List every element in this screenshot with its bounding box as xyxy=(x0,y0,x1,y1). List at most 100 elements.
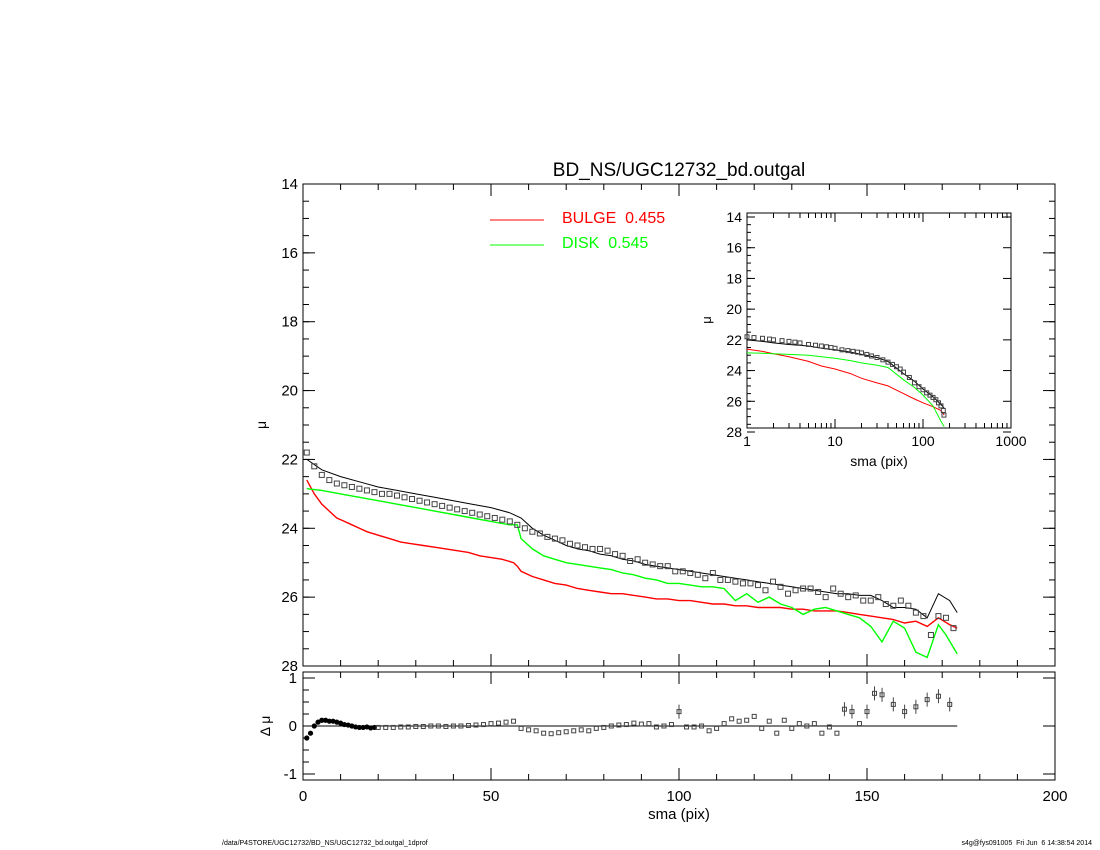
inset-y-tick-label: 22 xyxy=(726,332,742,348)
inset-data-point xyxy=(858,350,864,356)
residual-point xyxy=(435,723,441,729)
inset-data-point xyxy=(933,397,939,403)
inset-line-model xyxy=(746,339,945,409)
inset-data-point xyxy=(812,342,818,348)
inset-background xyxy=(747,213,1011,428)
residual-point xyxy=(924,697,930,703)
main-y-tick-label: 26 xyxy=(281,589,298,606)
residual-point xyxy=(631,720,637,726)
residual-point xyxy=(849,709,855,715)
residual-x-label: sma (pix) xyxy=(648,806,710,823)
residual-point xyxy=(653,724,659,730)
residual-point xyxy=(518,725,524,731)
residual-point xyxy=(781,717,787,723)
inset-data-point xyxy=(818,343,824,349)
main-y-tick-label: 16 xyxy=(281,245,298,262)
inset-line-bulge xyxy=(746,348,945,416)
main-y-tick-label: 22 xyxy=(281,451,298,468)
residual-point xyxy=(326,718,332,724)
main-data-point xyxy=(822,594,829,601)
main-y-tick-label: 28 xyxy=(281,658,298,675)
residual-point xyxy=(646,721,652,727)
inset-y-tick-label: 14 xyxy=(726,209,742,225)
main-data-point xyxy=(439,502,446,509)
main-data-point xyxy=(912,609,919,616)
residual-y-tick-label: -1 xyxy=(284,766,297,783)
main-data-point xyxy=(401,494,408,501)
residual-point xyxy=(856,721,862,727)
residual-x-tick-label: 100 xyxy=(666,788,691,805)
residual-x-tick-label: 150 xyxy=(854,788,879,805)
main-data-point xyxy=(724,576,731,583)
residual-point xyxy=(834,730,840,736)
main-data-point xyxy=(785,590,792,597)
residual-point xyxy=(668,722,674,728)
inset-data-point xyxy=(874,355,880,361)
inset-ticks: 14 16 18 20 22 24 26 281 10 100 1000 xyxy=(726,209,1026,449)
residual-point xyxy=(496,720,502,726)
residual-point xyxy=(804,723,810,729)
main-y-tick-label: 14 xyxy=(281,176,298,193)
inset-data-point xyxy=(911,380,917,386)
main-data-point xyxy=(664,563,671,570)
inset-data-point xyxy=(900,369,906,375)
inset-data-point xyxy=(770,337,776,343)
residual-point xyxy=(721,721,727,727)
main-data-point xyxy=(333,480,340,487)
inset-x-tick-label: 1 xyxy=(743,433,751,449)
residual-point xyxy=(533,728,539,734)
inset-data-point xyxy=(885,359,891,365)
main-data-point xyxy=(604,547,611,554)
inset-y-tick-label: 24 xyxy=(726,363,742,379)
main-data-point xyxy=(845,594,852,601)
residual-point xyxy=(706,728,712,734)
residual-point xyxy=(864,709,870,715)
main-data-point xyxy=(341,482,348,489)
inset-frame xyxy=(746,212,1012,429)
inset-data-point xyxy=(906,374,912,380)
main-data-point xyxy=(386,490,393,497)
footer-file-path: /data/P4STORE/UGC12732/BD_NS/UGC12732_bd… xyxy=(222,840,428,847)
main-ticks: 14 16 18 20 22 24 26 28 xyxy=(281,176,1056,675)
residual-point xyxy=(473,722,479,728)
residual-point xyxy=(304,735,310,741)
inset-y-tick-label: 28 xyxy=(726,424,742,440)
inset-data-point xyxy=(850,348,856,354)
residual-point xyxy=(526,727,532,733)
main-data-point xyxy=(709,570,716,577)
residual-point xyxy=(872,690,878,696)
main-data-point xyxy=(461,508,468,515)
residual-point xyxy=(661,723,667,729)
residual-point xyxy=(947,701,953,707)
residual-y-tick-label: 1 xyxy=(289,670,297,687)
residual-point xyxy=(759,725,765,731)
residual-point xyxy=(356,724,362,731)
main-data-point xyxy=(424,499,431,506)
main-data-point xyxy=(506,518,513,525)
main-data-point xyxy=(732,578,739,585)
main-data-point xyxy=(469,509,476,516)
main-data-point xyxy=(897,597,904,604)
residual-point xyxy=(311,723,317,729)
main-data-point xyxy=(920,613,927,620)
residual-point xyxy=(458,723,464,729)
residual-series xyxy=(303,686,958,741)
residual-point xyxy=(571,728,577,734)
inset-data-point xyxy=(779,338,785,344)
main-data-point xyxy=(762,587,769,594)
residual-point xyxy=(714,725,720,731)
inset-x-tick-label: 100 xyxy=(911,433,935,449)
inset-y-tick-label: 18 xyxy=(726,270,742,286)
residual-point xyxy=(608,723,614,729)
main-data-point xyxy=(371,489,378,496)
residual-point xyxy=(676,709,682,715)
legend-bulge-label: BULGE 0.455 xyxy=(562,210,665,227)
main-data-point xyxy=(679,568,686,575)
main-line-bulge xyxy=(306,479,958,629)
main-data-point xyxy=(754,582,761,589)
residual-point xyxy=(390,724,396,730)
main-data-point xyxy=(476,511,483,518)
main-data-point xyxy=(431,501,438,508)
residual-point xyxy=(443,723,449,729)
